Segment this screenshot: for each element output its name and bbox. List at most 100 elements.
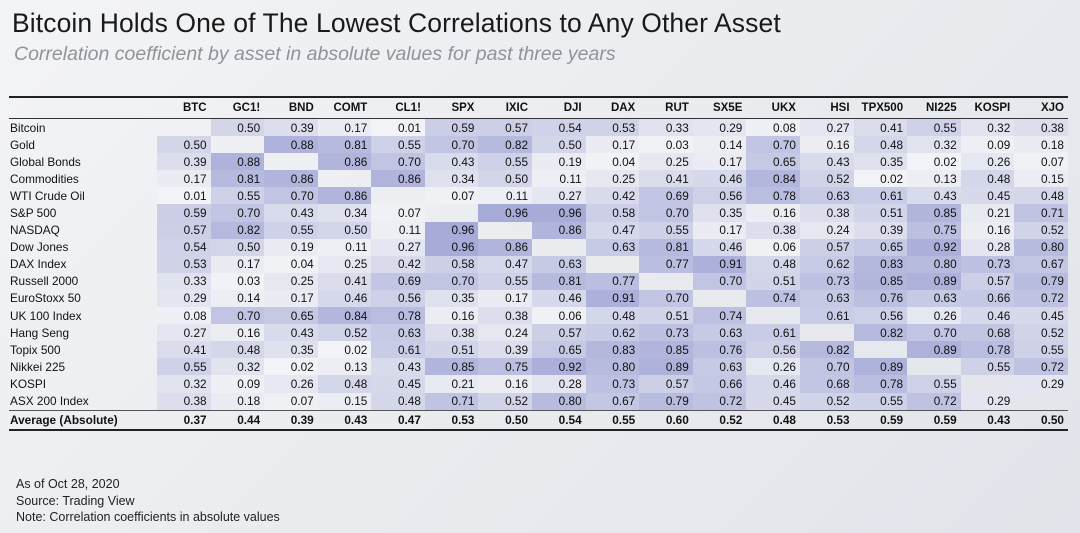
average-cell: 0.59 [907, 409, 961, 431]
column-header: KOSPI [960, 98, 1015, 119]
correlation-cell: 0.48 [746, 255, 800, 273]
correlation-cell: 0.58 [585, 204, 640, 222]
correlation-cell: 0.17 [210, 255, 265, 273]
correlation-cell: 0.38 [424, 324, 479, 342]
correlation-cell: 0.08 [157, 307, 211, 325]
correlation-cell: 0.02 [264, 358, 318, 376]
column-header: CL1! [371, 98, 425, 119]
table-row: Dow Jones 0.54 0.50 0.19 0.11 0.27 0.96 0.86 0.6… [9, 238, 1068, 256]
correlation-cell: 0.84 [746, 170, 800, 188]
correlation-cell: 0.62 [585, 324, 640, 342]
correlation-cell: 0.52 [1014, 221, 1068, 239]
correlation-cell: 0.34 [424, 170, 479, 188]
correlation-cell: 0.56 [692, 187, 747, 205]
correlation-cell: 0.26 [264, 375, 318, 393]
correlation-cell: 0.86 [264, 170, 318, 188]
correlation-cell: 0.01 [157, 187, 211, 205]
correlation-cell: 0.86 [478, 238, 533, 256]
correlation-cell: 0.70 [371, 153, 425, 171]
table-row: Commodities 0.17 0.81 0.86 0.86 0.34 0.50 0.11 0… [9, 170, 1068, 188]
average-cell: 0.43 [960, 409, 1015, 431]
correlation-cell: 0.25 [585, 170, 640, 188]
correlation-cell: 0.77 [585, 272, 640, 290]
correlation-cell: 0.73 [799, 272, 854, 290]
row-label: EuroStoxx 50 [10, 291, 81, 306]
row-label: NASDAQ [10, 223, 60, 238]
correlation-cell: 0.56 [371, 289, 425, 308]
correlation-cell: 0.02 [853, 170, 908, 188]
correlation-cell: 0.52 [799, 170, 854, 188]
correlation-cell: 0.38 [478, 307, 533, 325]
row-label: Commodities [10, 171, 79, 186]
correlation-cell: 0.21 [960, 204, 1015, 222]
correlation-cell: 0.66 [960, 289, 1015, 308]
table-row: UK 100 Index 0.08 0.70 0.65 0.84 0.78 0.16 0.38… [9, 307, 1068, 325]
correlation-cell: 0.73 [639, 324, 693, 342]
correlation-cell: 0.42 [371, 255, 425, 273]
correlation-cell: 0.51 [853, 204, 908, 222]
average-cell: 0.50 [1014, 409, 1068, 431]
correlation-cell: 0.76 [853, 289, 908, 308]
diagonal-cell [907, 358, 961, 375]
correlation-matrix-table: BTC GC1! BND COMT CL1! SPX IXIC DJI DAX RUT SX5E UK… [9, 98, 1068, 431]
correlation-cell: 0.39 [853, 221, 908, 239]
correlation-cell: 0.63 [532, 255, 586, 273]
correlation-cell: 0.38 [1014, 118, 1068, 137]
correlation-cell: 0.48 [853, 136, 908, 154]
correlation-cell: 0.67 [1014, 255, 1068, 273]
correlation-cell: 0.34 [317, 204, 372, 222]
average-cell: 0.54 [532, 409, 586, 431]
correlation-cell: 0.63 [692, 358, 747, 376]
correlation-cell: 0.78 [371, 307, 425, 325]
correlation-cell: 0.29 [692, 118, 747, 137]
correlation-cell: 0.72 [1014, 289, 1068, 308]
correlation-cell: 0.17 [317, 118, 372, 137]
correlation-cell: 0.86 [317, 153, 372, 171]
correlation-cell: 0.17 [478, 289, 533, 308]
correlation-cell: 0.11 [532, 170, 586, 188]
correlation-cell: 0.81 [639, 238, 693, 256]
correlation-cell: 0.59 [424, 118, 479, 137]
correlation-cell: 0.51 [746, 272, 800, 290]
correlation-cell: 0.47 [585, 221, 640, 239]
correlation-cell: 0.14 [210, 289, 265, 308]
average-cell: 0.47 [371, 409, 425, 431]
correlation-cell: 0.61 [799, 307, 854, 325]
correlation-cell: 0.38 [157, 392, 211, 411]
correlation-cell: 0.17 [692, 153, 747, 171]
correlation-cell: 0.17 [157, 170, 211, 188]
correlation-cell: 0.70 [210, 307, 265, 325]
correlation-cell: 0.80 [585, 358, 640, 376]
correlation-cell: 0.59 [157, 204, 211, 222]
correlation-cell: 0.16 [424, 307, 479, 325]
correlation-cell: 0.69 [371, 272, 425, 290]
correlation-cell: 0.50 [478, 170, 533, 188]
correlation-cell: 0.55 [907, 375, 961, 393]
correlation-cell: 0.57 [639, 375, 693, 393]
table-row: NASDAQ 0.57 0.82 0.55 0.50 0.11 0.96 0.86 0.47 0.… [9, 221, 1068, 239]
correlation-cell: 0.51 [424, 341, 479, 359]
correlation-cell: 0.70 [639, 289, 693, 308]
correlation-cell: 0.52 [799, 392, 854, 411]
correlation-cell: 0.06 [532, 307, 586, 325]
correlation-cell: 0.45 [371, 375, 425, 393]
correlation-cell: 0.50 [157, 136, 211, 154]
correlation-cell: 0.66 [692, 375, 747, 393]
correlation-cell: 0.71 [424, 392, 479, 411]
column-header: SPX [424, 98, 479, 119]
correlation-cell: 0.03 [639, 136, 693, 154]
average-cell: 0.52 [692, 409, 747, 431]
average-cell: 0.39 [264, 409, 318, 431]
correlation-table-container: BTC GC1! BND COMT CL1! SPX IXIC DJI DAX RUT SX5E UK… [9, 96, 1068, 431]
table-row: Bitcoin 0.50 0.39 0.17 0.01 0.59 0.57 0.54 0.53 0… [9, 118, 1068, 137]
correlation-cell: 0.41 [317, 272, 372, 290]
correlation-cell: 0.18 [1014, 136, 1068, 154]
correlation-cell: 0.67 [585, 392, 640, 411]
correlation-cell: 0.96 [424, 221, 479, 239]
table-row: DAX Index 0.53 0.17 0.04 0.25 0.42 0.58 0.47 0.6… [9, 255, 1068, 273]
table-row: S&P 500 0.59 0.70 0.43 0.34 0.07 0.96 0.96 0.58 0… [9, 204, 1068, 222]
diagonal-cell [854, 341, 908, 358]
correlation-cell: 0.13 [907, 170, 961, 188]
correlation-cell: 0.17 [692, 221, 747, 239]
correlation-cell: 0.55 [264, 221, 318, 239]
